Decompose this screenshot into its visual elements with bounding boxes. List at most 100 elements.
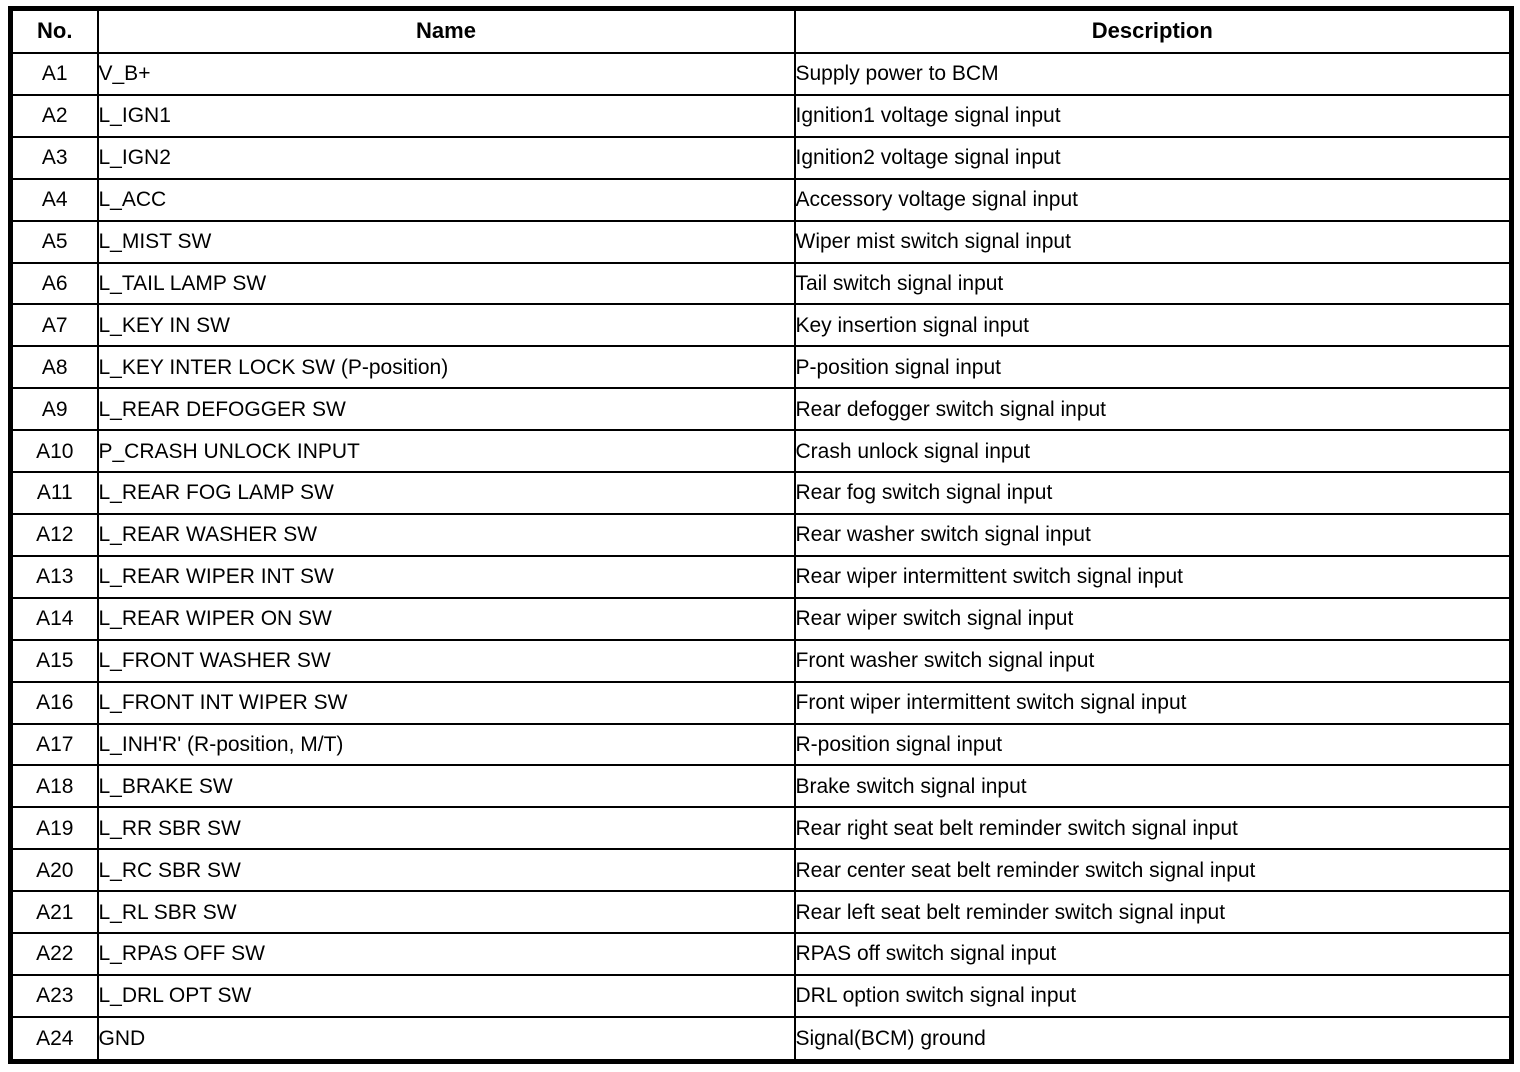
pin-no-cell: A15 bbox=[9, 638, 99, 683]
pin-no-cell: A24 bbox=[9, 1015, 99, 1063]
pin-no-cell: A21 bbox=[9, 890, 99, 935]
table-row: A17 L_INH'R' (R-position, M/T) R-position … bbox=[9, 722, 1513, 767]
pin-no-cell: A22 bbox=[9, 932, 99, 976]
pin-no-cell: A1 bbox=[9, 52, 99, 96]
pin-description-cell: DRL option switch signal input bbox=[793, 973, 1513, 1018]
pin-description-cell: Rear defogger switch signal input bbox=[793, 387, 1513, 432]
pin-description-cell: Key insertion signal input bbox=[793, 303, 1513, 348]
pin-no-cell: A2 bbox=[9, 93, 99, 138]
pin-no-cell: A10 bbox=[9, 429, 99, 474]
table-body: A1 V_B+ Supply power to BCM A2 L_IGN1 Ignitio… bbox=[9, 52, 1513, 1063]
pin-name-cell: L_RC SBR SW bbox=[96, 848, 796, 893]
pin-name-cell: L_DRL OPT SW bbox=[96, 973, 796, 1018]
table-row: A21 L_RL SBR SW Rear left seat belt remind… bbox=[9, 890, 1513, 935]
pin-description-cell: P-position signal input bbox=[793, 345, 1513, 390]
pin-name-cell: L_MIST SW bbox=[96, 219, 796, 264]
pin-description-cell: Ignition1 voltage signal input bbox=[793, 93, 1513, 138]
pin-description-cell: Rear right seat belt reminder switch sig… bbox=[793, 806, 1513, 851]
table-row: A13 L_REAR WIPER INT SW Rear wiper intermi… bbox=[9, 554, 1513, 599]
pin-name-cell: L_BRAKE SW bbox=[96, 764, 796, 809]
table-row: A20 L_RC SBR SW Rear center seat belt remi… bbox=[9, 848, 1513, 893]
table-row: A22 L_RPAS OFF SW RPAS off switch signal i… bbox=[9, 932, 1513, 976]
pin-name-cell: L_TAIL LAMP SW bbox=[96, 261, 796, 306]
pin-name-cell: L_FRONT INT WIPER SW bbox=[96, 680, 796, 725]
table-row: A15 L_FRONT WASHER SW Front washer switch … bbox=[9, 638, 1513, 683]
table-row: A3 L_IGN2 Ignition2 voltage signal input bbox=[9, 135, 1513, 180]
table-row: A5 L_MIST SW Wiper mist switch signal inpu… bbox=[9, 219, 1513, 264]
pin-name-cell: L_REAR WIPER INT SW bbox=[96, 554, 796, 599]
pin-no-cell: A7 bbox=[9, 303, 99, 348]
pin-name-cell: L_RR SBR SW bbox=[96, 806, 796, 851]
table-row: A16 L_FRONT INT WIPER SW Front wiper inter… bbox=[9, 680, 1513, 725]
table-row: A6 L_TAIL LAMP SW Tail switch signal input bbox=[9, 261, 1513, 306]
pin-description-cell: Supply power to BCM bbox=[793, 52, 1513, 96]
pin-description-cell: Front washer switch signal input bbox=[793, 638, 1513, 683]
table-row: A10 P_CRASH UNLOCK INPUT Crash unlock sign… bbox=[9, 429, 1513, 474]
pin-description-cell: Rear washer switch signal input bbox=[793, 512, 1513, 557]
connector-pin-table: No. Name Description A1 V_B+ Supply power … bbox=[8, 6, 1514, 1064]
column-header-name: Name bbox=[96, 7, 796, 54]
pin-name-cell: L_INH'R' (R-position, M/T) bbox=[96, 722, 796, 767]
pin-name-cell: L_KEY IN SW bbox=[96, 303, 796, 348]
pin-name-cell: L_REAR DEFOGGER SW bbox=[96, 387, 796, 432]
pin-no-cell: A16 bbox=[9, 680, 99, 725]
pin-description-cell: Brake switch signal input bbox=[793, 764, 1513, 809]
header-row: No. Name Description bbox=[9, 7, 1513, 54]
table-header: No. Name Description bbox=[9, 7, 1513, 54]
pin-no-cell: A9 bbox=[9, 387, 99, 432]
pin-name-cell: L_RPAS OFF SW bbox=[96, 932, 796, 976]
column-header-no: No. bbox=[9, 7, 99, 54]
pin-no-cell: A18 bbox=[9, 764, 99, 809]
table-row: A19 L_RR SBR SW Rear right seat belt remin… bbox=[9, 806, 1513, 851]
pin-name-cell: GND bbox=[96, 1015, 796, 1063]
table-row: A12 L_REAR WASHER SW Rear washer switch si… bbox=[9, 512, 1513, 557]
pin-description-cell: Front wiper intermittent switch signal i… bbox=[793, 680, 1513, 725]
pin-name-cell: L_KEY INTER LOCK SW (P-position) bbox=[96, 345, 796, 390]
pin-no-cell: A8 bbox=[9, 345, 99, 390]
pin-name-cell: L_REAR FOG LAMP SW bbox=[96, 471, 796, 515]
table-row: A1 V_B+ Supply power to BCM bbox=[9, 52, 1513, 96]
table-row: A11 L_REAR FOG LAMP SW Rear fog switch sig… bbox=[9, 471, 1513, 515]
pin-name-cell: L_ACC bbox=[96, 177, 796, 222]
pin-description-cell: Signal(BCM) ground bbox=[793, 1015, 1513, 1063]
pin-description-cell: Crash unlock signal input bbox=[793, 429, 1513, 474]
table-row: A24 GND Signal(BCM) ground bbox=[9, 1015, 1513, 1063]
pin-description-cell: Accessory voltage signal input bbox=[793, 177, 1513, 222]
table-row: A18 L_BRAKE SW Brake switch signal input bbox=[9, 764, 1513, 809]
pin-no-cell: A23 bbox=[9, 973, 99, 1018]
table-row: A14 L_REAR WIPER ON SW Rear wiper switch s… bbox=[9, 596, 1513, 641]
pin-description-cell: R-position signal input bbox=[793, 722, 1513, 767]
pin-name-cell: L_REAR WASHER SW bbox=[96, 512, 796, 557]
column-header-description: Description bbox=[793, 7, 1513, 54]
table-row: A4 L_ACC Accessory voltage signal input bbox=[9, 177, 1513, 222]
pin-no-cell: A14 bbox=[9, 596, 99, 641]
pin-no-cell: A12 bbox=[9, 512, 99, 557]
pin-no-cell: A3 bbox=[9, 135, 99, 180]
pin-name-cell: L_FRONT WASHER SW bbox=[96, 638, 796, 683]
pin-no-cell: A4 bbox=[9, 177, 99, 222]
pin-name-cell: L_REAR WIPER ON SW bbox=[96, 596, 796, 641]
pin-no-cell: A19 bbox=[9, 806, 99, 851]
pin-no-cell: A17 bbox=[9, 722, 99, 767]
pin-description-cell: Tail switch signal input bbox=[793, 261, 1513, 306]
pin-no-cell: A11 bbox=[9, 471, 99, 515]
pin-description-cell: Rear fog switch signal input bbox=[793, 471, 1513, 515]
pin-name-cell: L_IGN1 bbox=[96, 93, 796, 138]
pin-description-cell: Rear center seat belt reminder switch si… bbox=[793, 848, 1513, 893]
table-row: A7 L_KEY IN SW Key insertion signal input bbox=[9, 303, 1513, 348]
pin-description-cell: RPAS off switch signal input bbox=[793, 932, 1513, 976]
pin-name-cell: V_B+ bbox=[96, 52, 796, 96]
pin-description-cell: Rear wiper intermittent switch signal in… bbox=[793, 554, 1513, 599]
pin-name-cell: L_RL SBR SW bbox=[96, 890, 796, 935]
pin-description-cell: Rear left seat belt reminder switch sign… bbox=[793, 890, 1513, 935]
table-row: A9 L_REAR DEFOGGER SW Rear defogger switch… bbox=[9, 387, 1513, 432]
pin-description-cell: Wiper mist switch signal input bbox=[793, 219, 1513, 264]
pin-no-cell: A5 bbox=[9, 219, 99, 264]
table-row: A23 L_DRL OPT SW DRL option switch signal … bbox=[9, 973, 1513, 1018]
pin-name-cell: L_IGN2 bbox=[96, 135, 796, 180]
pin-description-cell: Rear wiper switch signal input bbox=[793, 596, 1513, 641]
table-row: A2 L_IGN1 Ignition1 voltage signal input bbox=[9, 93, 1513, 138]
pin-name-cell: P_CRASH UNLOCK INPUT bbox=[96, 429, 796, 474]
pin-no-cell: A6 bbox=[9, 261, 99, 306]
